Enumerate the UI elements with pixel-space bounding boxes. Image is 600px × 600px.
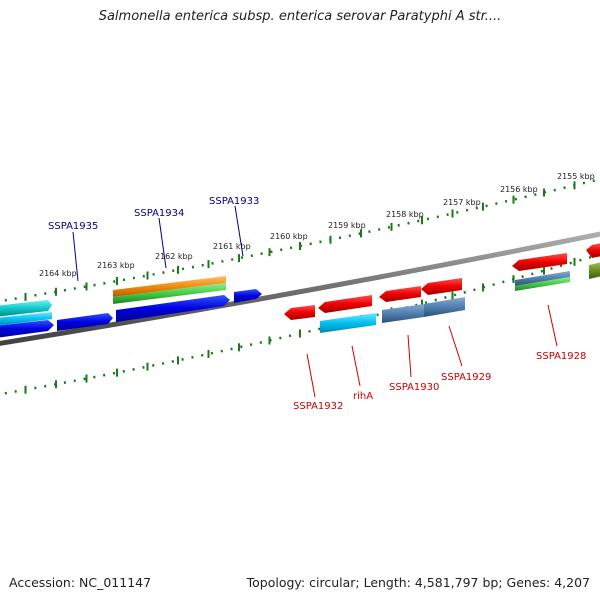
gene-arrow[interactable] (512, 253, 567, 271)
gene-label-sspa1934[interactable]: SSPA1934 (134, 208, 184, 219)
gene-label-sspa1929[interactable]: SSPA1929 (441, 372, 491, 383)
gene-label-sspa1935[interactable]: SSPA1935 (48, 221, 98, 232)
scale-label-2157: 2157 kbp (443, 198, 481, 207)
forward-strand-features (0, 276, 262, 338)
gene-arrow[interactable] (116, 295, 230, 322)
upper-gene-labels: SSPA1935 SSPA1934 SSPA1933 (48, 196, 259, 282)
scale-label-2160: 2160 kbp (270, 232, 308, 241)
scale-label-2162: 2162 kbp (155, 252, 193, 261)
gene-label-sspa1928[interactable]: SSPA1928 (536, 351, 586, 362)
gene-label-sspa1933[interactable]: SSPA1933 (209, 196, 259, 207)
gene-arrow-sspa1933[interactable] (234, 289, 262, 303)
gene-arrow-sspa1934[interactable] (113, 276, 226, 297)
reverse-strand-features (284, 243, 600, 333)
genome-backbone (0, 231, 600, 346)
label-leader (72, 231, 79, 282)
gene-arrow[interactable] (0, 312, 52, 326)
gene-arrow-sspa1934-domain[interactable] (113, 283, 226, 304)
label-leader (547, 304, 558, 347)
gene-label-riha[interactable]: rihA (353, 391, 373, 402)
major-ticks (24, 181, 576, 394)
label-leader (351, 345, 361, 387)
gene-arrow-riha[interactable] (320, 313, 376, 333)
scale-label-2159: 2159 kbp (328, 221, 366, 230)
gene-label-sspa1930[interactable]: SSPA1930 (389, 382, 439, 393)
gene-arrow[interactable] (0, 320, 54, 338)
gene-arrow-sspa1932[interactable] (284, 305, 315, 320)
gene-arrow[interactable] (0, 300, 52, 317)
gene-arrow[interactable] (379, 286, 421, 302)
scale-label-2164: 2164 kbp (39, 269, 77, 278)
scale-label-2155: 2155 kbp (557, 172, 595, 181)
scale-label-2161: 2161 kbp (213, 242, 251, 251)
gene-arrow-sspa1929[interactable] (424, 297, 465, 317)
map-title: Salmonella enterica subsp. enterica sero… (98, 9, 502, 24)
accession-label: Accession: NC_011147 (9, 575, 152, 590)
scale-label-2158: 2158 kbp (386, 210, 424, 219)
gene-arrow[interactable] (589, 262, 600, 279)
label-leader (448, 325, 463, 367)
gene-arrow[interactable] (421, 278, 462, 295)
gene-arrow-sspa1928[interactable] (515, 277, 570, 291)
scale-label-2156: 2156 kbp (500, 185, 538, 194)
scale-label-2163: 2163 kbp (97, 261, 135, 270)
label-leader (234, 205, 244, 257)
gene-arrow[interactable] (57, 313, 113, 331)
scale-labels: 2164 kbp 2163 kbp 2162 kbp 2161 kbp 2160… (39, 172, 595, 278)
gene-label-sspa1932[interactable]: SSPA1932 (293, 401, 343, 412)
genome-info-label: Topology: circular; Length: 4,581,797 bp… (246, 575, 590, 590)
label-leader (407, 334, 412, 378)
gene-arrow[interactable] (586, 243, 600, 258)
label-leader (158, 217, 167, 269)
gene-arrow[interactable] (318, 295, 372, 313)
label-leader (306, 353, 316, 398)
gene-arrow[interactable] (515, 271, 570, 286)
lower-gene-labels: SSPA1932 rihA SSPA1930 SSPA1929 SSPA1928 (293, 304, 586, 412)
gene-arrow-sspa1930[interactable] (382, 304, 424, 323)
